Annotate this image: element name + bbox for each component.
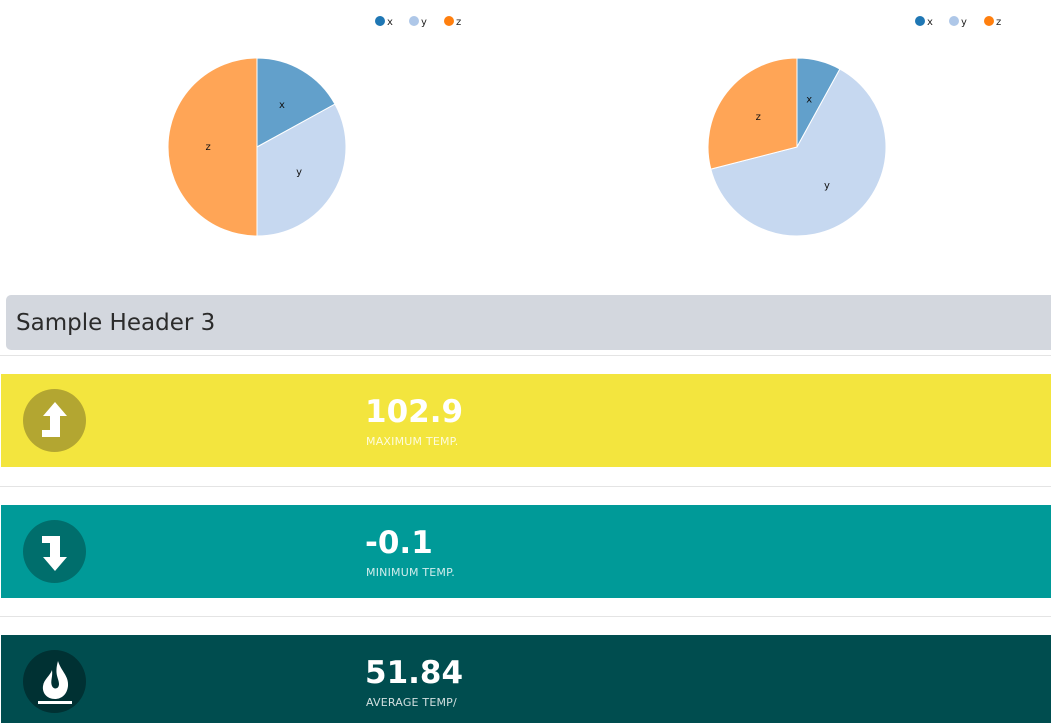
- flame-icon: [37, 660, 72, 704]
- slice-label-z: z: [756, 112, 761, 123]
- stat-label: MAXIMUM TEMP.: [366, 435, 459, 448]
- pie-chart-2-svg: x y z x y z: [707, 16, 1001, 237]
- slice-label-z: z: [205, 142, 210, 153]
- stat-card-minimum-temp: -0.1 MINIMUM TEMP.: [1, 505, 1051, 598]
- legend-item-x[interactable]: x: [915, 16, 933, 28]
- divider: [0, 486, 1051, 487]
- pie-chart-2: x y z x y z: [525, 0, 1051, 270]
- legend-label-z: z: [996, 17, 1001, 28]
- legend-marker-y: [409, 16, 419, 26]
- pie-chart-1: x y z x y z: [0, 0, 525, 270]
- legend-item-x[interactable]: x: [375, 16, 393, 28]
- legend-item-z[interactable]: z: [984, 16, 1001, 28]
- stat-value: 51.84: [365, 655, 464, 691]
- pie-chart-2-slices: x y z: [707, 57, 887, 237]
- pie-slice-z[interactable]: [707, 57, 798, 170]
- arrow-down-icon: [41, 535, 67, 571]
- pie-slice-z[interactable]: [167, 57, 258, 237]
- legend-label-y: y: [421, 17, 427, 28]
- legend-marker-x: [375, 16, 385, 26]
- pie-chart-1-svg: x y z x y z: [167, 16, 461, 237]
- divider: [0, 355, 1051, 356]
- stat-value: -0.1: [365, 525, 433, 561]
- pie-chart-1-slices: x y z: [167, 57, 347, 237]
- pie-slice-y[interactable]: [710, 68, 887, 237]
- slice-label-y: y: [296, 167, 302, 178]
- legend-marker-z: [444, 16, 454, 26]
- slice-label-y: y: [824, 181, 830, 192]
- stat-label: MINIMUM TEMP.: [366, 566, 455, 579]
- legend-label-z: z: [456, 17, 461, 28]
- stat-label: AVERAGE TEMP/: [366, 696, 457, 709]
- pie-chart-2-legend: x y z: [915, 16, 1001, 28]
- pie-chart-1-legend: x y z: [375, 16, 461, 28]
- legend-marker-z: [984, 16, 994, 26]
- pie-slice-y[interactable]: [256, 103, 347, 237]
- divider: [0, 616, 1051, 617]
- stat-value: 102.9: [365, 394, 464, 430]
- slice-label-x: x: [279, 100, 285, 111]
- legend-label-x: x: [387, 17, 393, 28]
- legend-item-y[interactable]: y: [409, 16, 427, 28]
- legend-label-y: y: [961, 17, 967, 28]
- stat-card-average-temp: 51.84 AVERAGE TEMP/: [1, 635, 1051, 723]
- section-title: Sample Header 3: [16, 309, 216, 336]
- stat-icon-circle: [23, 520, 86, 583]
- legend-item-y[interactable]: y: [949, 16, 967, 28]
- legend-marker-y: [949, 16, 959, 26]
- section-header: Sample Header 3: [6, 295, 1051, 350]
- legend-marker-x: [915, 16, 925, 26]
- legend-label-x: x: [927, 17, 933, 28]
- legend-item-z[interactable]: z: [444, 16, 461, 28]
- stat-icon-circle: [23, 389, 86, 452]
- pie-slice-x[interactable]: [256, 57, 336, 148]
- stat-icon-circle: [23, 650, 86, 713]
- slice-label-x: x: [806, 95, 812, 106]
- stat-card-maximum-temp: 102.9 MAXIMUM TEMP.: [1, 374, 1051, 467]
- arrow-up-icon: [41, 401, 67, 437]
